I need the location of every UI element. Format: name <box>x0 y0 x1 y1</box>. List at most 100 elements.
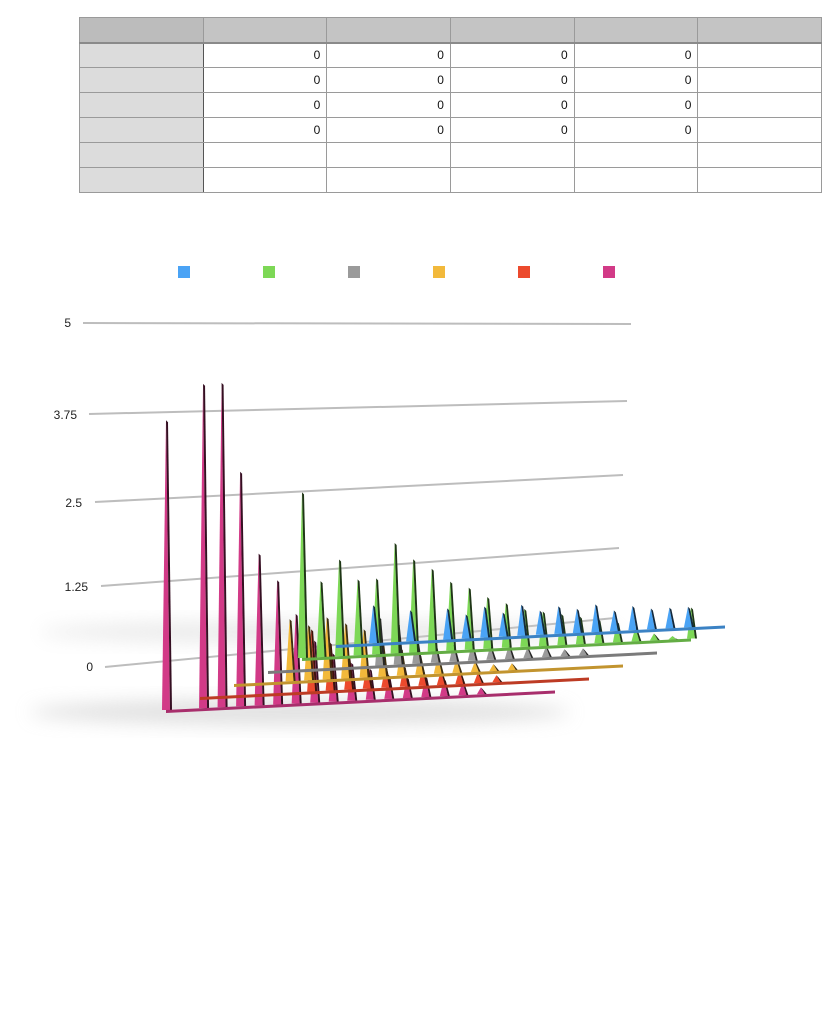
table-cell[interactable]: 0 <box>202 117 328 143</box>
table-cell[interactable]: 0 <box>326 117 451 143</box>
table-cell[interactable]: 0 <box>449 67 575 93</box>
data-spike <box>609 610 618 632</box>
series-base <box>166 690 555 713</box>
data-spike <box>461 614 470 639</box>
data-spike-side <box>487 596 494 649</box>
data-spike-side <box>166 420 172 710</box>
data-spike-side <box>447 608 454 640</box>
data-spike-side <box>521 604 528 636</box>
data-spike-side <box>595 604 602 633</box>
y-tick-label: 0 <box>86 660 93 674</box>
series-base <box>200 677 589 700</box>
data-spike <box>285 619 294 682</box>
data-spike-side <box>511 663 518 671</box>
table-cell[interactable] <box>449 167 575 193</box>
data-spike <box>476 687 485 695</box>
data-spike <box>353 579 362 656</box>
table-cell[interactable]: 0 <box>202 42 328 68</box>
table-cell[interactable] <box>573 142 699 168</box>
chart-legend <box>178 266 615 278</box>
data-spike-side <box>632 606 639 631</box>
data-spike <box>492 675 501 683</box>
table-cell[interactable]: 0 <box>202 67 328 93</box>
data-spike <box>541 646 550 658</box>
data-spike-side <box>477 672 484 684</box>
table-cell[interactable]: 0 <box>449 92 575 118</box>
data-spike <box>199 383 208 709</box>
series-base <box>302 638 691 661</box>
data-spike <box>458 681 467 696</box>
table-cell[interactable] <box>573 167 699 193</box>
table-cell[interactable]: 0 <box>326 67 451 93</box>
column-header[interactable] <box>573 17 699 44</box>
table-cell[interactable]: 0 <box>449 117 575 143</box>
table-row <box>79 167 822 193</box>
data-spike <box>480 606 489 638</box>
data-spike-side <box>653 633 660 641</box>
legend-swatch <box>603 266 615 278</box>
data-spike <box>298 492 306 658</box>
legend-swatch <box>348 266 360 278</box>
data-spike <box>517 604 526 636</box>
table-cell[interactable]: 0 <box>326 42 451 68</box>
data-spike <box>162 420 170 710</box>
table-cell[interactable] <box>697 117 822 143</box>
table-cell[interactable]: 0 <box>202 92 328 118</box>
data-spike <box>254 553 263 706</box>
table-cell[interactable] <box>202 167 328 193</box>
data-spike-side <box>431 568 438 652</box>
table-cell[interactable] <box>326 142 451 168</box>
data-table: 0 0 0 0 0 0 0 0 0 0 0 0 0 0 0 0 <box>79 17 822 193</box>
data-spike <box>322 617 331 680</box>
table-cell[interactable] <box>449 142 575 168</box>
table-cell[interactable]: 0 <box>573 117 699 143</box>
table-cell[interactable] <box>697 67 822 93</box>
table-cell[interactable] <box>697 92 822 118</box>
data-spike-side <box>345 623 352 679</box>
data-spike <box>591 604 600 633</box>
data-spike-side <box>480 687 487 695</box>
data-spike-side <box>484 606 491 638</box>
table-cell[interactable]: 0 <box>573 42 699 68</box>
table-cell[interactable] <box>697 142 822 168</box>
table-cell[interactable] <box>326 167 451 193</box>
data-spike <box>359 629 368 678</box>
data-spike-side <box>320 581 327 658</box>
data-spike-side <box>376 578 383 655</box>
data-spike <box>535 610 544 635</box>
data-spike-side <box>277 580 284 705</box>
table-cell[interactable]: 0 <box>449 42 575 68</box>
table-cell[interactable]: 0 <box>573 67 699 93</box>
data-spike-side <box>576 608 583 633</box>
row-header[interactable] <box>79 92 204 118</box>
table-row: 0 0 0 0 <box>79 92 822 118</box>
data-spike <box>489 664 498 672</box>
table-corner-cell[interactable] <box>79 17 204 44</box>
chart-series <box>162 382 725 713</box>
table-cell[interactable] <box>697 167 822 193</box>
column-header[interactable] <box>697 17 822 44</box>
data-spike-side <box>311 629 318 692</box>
row-header[interactable] <box>79 142 204 168</box>
data-spike-side <box>465 614 472 639</box>
column-header[interactable] <box>326 17 451 44</box>
table-cell[interactable] <box>697 42 822 68</box>
row-header[interactable] <box>79 67 204 93</box>
table-cell[interactable]: 0 <box>326 92 451 118</box>
y-tick-label: 3.75 <box>54 408 78 422</box>
column-header[interactable] <box>449 17 575 44</box>
row-header[interactable] <box>79 42 204 68</box>
data-spike <box>436 671 445 685</box>
data-spike <box>572 608 581 633</box>
data-spike-side <box>258 553 265 706</box>
data-spike-side <box>332 653 339 702</box>
row-header[interactable] <box>79 167 204 193</box>
table-cell[interactable] <box>202 142 328 168</box>
gridline <box>88 400 628 415</box>
row-header[interactable] <box>79 117 204 143</box>
data-spike <box>217 382 226 708</box>
data-spike <box>390 542 399 654</box>
table-cell[interactable]: 0 <box>573 92 699 118</box>
column-header[interactable] <box>202 17 328 44</box>
data-spike <box>665 607 674 629</box>
